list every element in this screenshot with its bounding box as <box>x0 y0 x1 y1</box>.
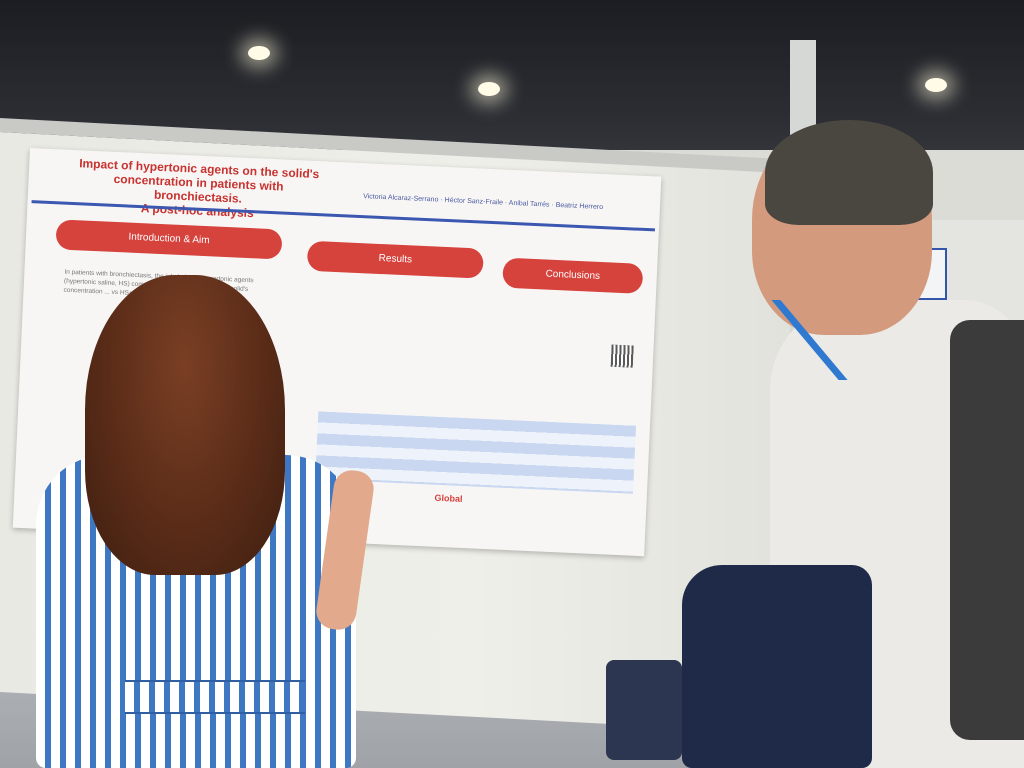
section-header-conclusions: Conclusions <box>502 257 644 294</box>
section-header-results: Results <box>306 240 484 279</box>
ceiling-light <box>248 46 270 60</box>
dress-belt <box>125 680 305 714</box>
sponsor-logos: Global <box>434 493 462 504</box>
poster-authors: Victoria Alcaraz-Serrano · Héctor Sanz-F… <box>362 193 604 212</box>
ceiling-light <box>925 78 947 92</box>
folded-jacket <box>682 565 872 768</box>
global-logo: Global <box>434 492 463 504</box>
ceiling-light <box>478 82 500 96</box>
section-header-intro: Introduction & Aim <box>55 219 283 260</box>
qr-code-icon <box>610 344 634 368</box>
man-hair <box>765 120 933 225</box>
woman-hair <box>85 275 285 575</box>
backpack <box>950 320 1024 740</box>
bag-on-floor <box>606 660 682 760</box>
